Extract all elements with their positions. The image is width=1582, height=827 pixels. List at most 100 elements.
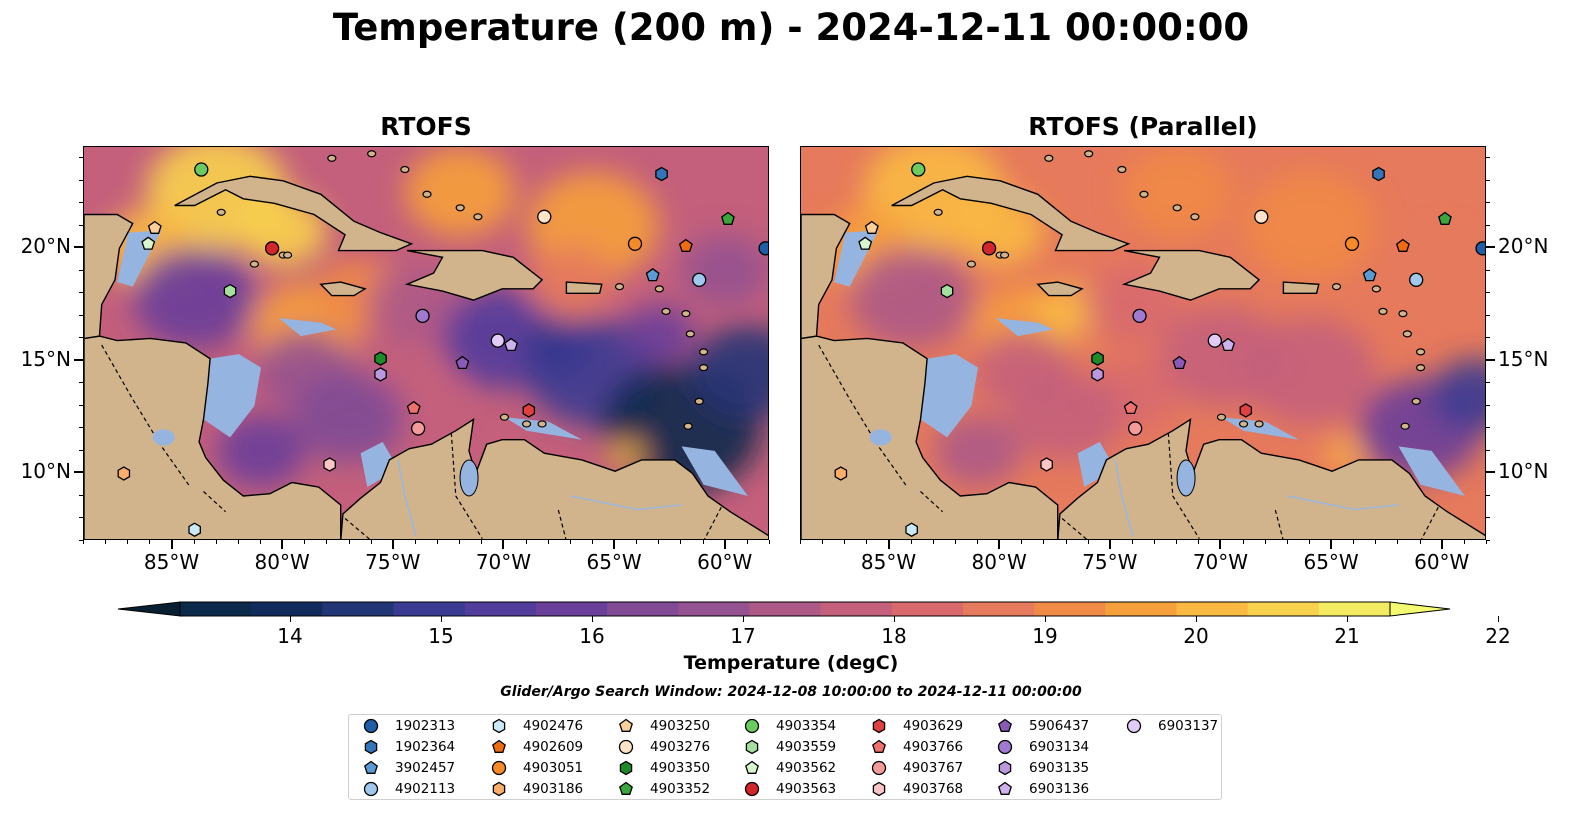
lat-minor-tick: [79, 427, 83, 429]
panel-title-rtofs: RTOFS: [380, 112, 472, 141]
legend-marker-4902113: [363, 781, 379, 797]
colorbar-tick-mark: [1497, 616, 1499, 622]
lon-minor-tick: [569, 540, 571, 544]
platform-marker-4903276: [537, 209, 552, 224]
legend-marker-4903352: [619, 781, 633, 795]
legend-item: 4902609: [489, 737, 583, 757]
colorbar-segment: [820, 602, 893, 616]
colorbar-max-extend: [1389, 601, 1451, 617]
lat-tick-label: 10°N: [20, 459, 71, 484]
lon-minor-tick: [348, 540, 350, 544]
lon-minor-tick: [326, 540, 328, 544]
lon-minor-tick: [636, 540, 638, 544]
platform-marker-4902113: [692, 272, 707, 287]
lon-minor-tick: [1264, 540, 1266, 544]
lon-minor-tick: [1397, 540, 1399, 544]
legend-item: 4902113: [361, 779, 455, 799]
colorbar-tick-label: 18: [881, 624, 907, 648]
lon-tick-label: 85°W: [860, 550, 917, 574]
legend-marker-4903559: [745, 739, 759, 755]
lon-minor-tick: [1021, 540, 1023, 544]
colorbar-tick-label: 16: [579, 624, 605, 648]
colorbar-segment: [1176, 602, 1249, 616]
map-panel-rtofs: [83, 146, 769, 540]
platform-marker-4903767: [1127, 421, 1143, 436]
legend-item: 4903276: [616, 737, 710, 757]
lon-minor-tick: [1176, 540, 1178, 544]
colorbar-tick-label: 14: [277, 624, 303, 648]
lon-minor-tick: [800, 540, 801, 544]
legend-marker-6903134: [997, 739, 1013, 755]
lat-minor-tick: [79, 404, 83, 406]
lon-minor-tick: [1375, 540, 1377, 544]
lon-tick-mark: [1440, 540, 1443, 549]
colorbar: [117, 601, 1451, 617]
platform-marker-4903186: [834, 466, 848, 481]
land-central: [801, 335, 1059, 539]
platform-marker-6903136: [1221, 337, 1236, 352]
lon-tick-mark: [281, 540, 284, 549]
legend-item: 1902364: [361, 737, 455, 757]
colorbar-segment: [891, 602, 964, 616]
platform-marker-4902609: [678, 238, 693, 252]
lat-tick-label: 10°N: [1498, 459, 1549, 484]
lat-minor-tick: [1486, 517, 1490, 519]
platform-marker-4903186: [117, 466, 131, 481]
lon-minor-tick: [459, 540, 461, 544]
lat-minor-tick: [79, 314, 83, 316]
lat-minor-tick: [79, 157, 83, 159]
platform-marker-4903563: [264, 241, 280, 256]
legend-item: 4903559: [742, 737, 836, 757]
land-cuba: [891, 175, 1131, 252]
platform-marker-4903766: [406, 400, 421, 415]
platform-marker-4903276: [1254, 209, 1269, 224]
legend-label: 4903352: [650, 781, 711, 797]
legend-item: 4903186: [489, 779, 583, 799]
lat-minor-tick: [79, 224, 83, 226]
platform-marker-6903135: [1091, 367, 1104, 382]
lat-tick-mark: [1486, 471, 1495, 474]
platform-marker-4903766: [1123, 400, 1138, 415]
legend-item: 4903767: [869, 758, 963, 778]
platform-marker-4903768: [1040, 457, 1053, 472]
land-central: [84, 335, 342, 539]
lon-minor-tick: [437, 540, 439, 544]
legend-marker-4903629: [872, 718, 886, 734]
lon-minor-tick: [844, 540, 846, 544]
platform-marker-4902113: [1409, 272, 1424, 287]
lon-minor-tick: [105, 540, 107, 544]
lon-minor-tick: [910, 540, 912, 544]
lon-minor-tick: [1198, 540, 1200, 544]
lat-minor-tick: [79, 449, 83, 451]
lon-minor-tick: [1154, 540, 1156, 544]
platform-marker-4903051: [627, 236, 643, 251]
platform-marker-5906437: [455, 355, 470, 370]
legend-label: 4902476: [523, 718, 584, 734]
lat-tick-mark: [74, 358, 83, 361]
platform-marker-4903350: [1091, 351, 1104, 366]
platform-marker-4903562: [858, 236, 873, 250]
lon-tick-mark: [998, 540, 1001, 549]
legend-label: 4903350: [650, 760, 711, 776]
lon-minor-tick: [1463, 540, 1465, 544]
legend-label: 4903563: [776, 781, 837, 797]
lon-tick-label: 65°W: [586, 550, 642, 574]
legend-marker-4902476: [492, 718, 506, 734]
lon-minor-tick: [1242, 540, 1244, 544]
lon-minor-tick: [171, 540, 173, 544]
platform-marker-4903629: [1239, 403, 1253, 418]
legend-label: 4903562: [776, 760, 837, 776]
platform-marker-4902609: [1395, 238, 1410, 252]
legend-label: 6903137: [1158, 718, 1219, 734]
legend-marker-1902313: [363, 718, 379, 734]
land-cuba: [174, 175, 414, 252]
legend-marker-3902457: [364, 760, 378, 774]
lat-minor-tick: [79, 202, 83, 204]
lon-minor-tick: [702, 540, 704, 544]
lon-minor-tick: [888, 540, 890, 544]
platform-marker-4903354: [194, 162, 209, 177]
legend-label: 4903186: [523, 781, 584, 797]
lon-minor-tick: [525, 540, 527, 544]
lat-minor-tick: [1486, 269, 1490, 271]
lat-tick-mark: [74, 246, 83, 249]
